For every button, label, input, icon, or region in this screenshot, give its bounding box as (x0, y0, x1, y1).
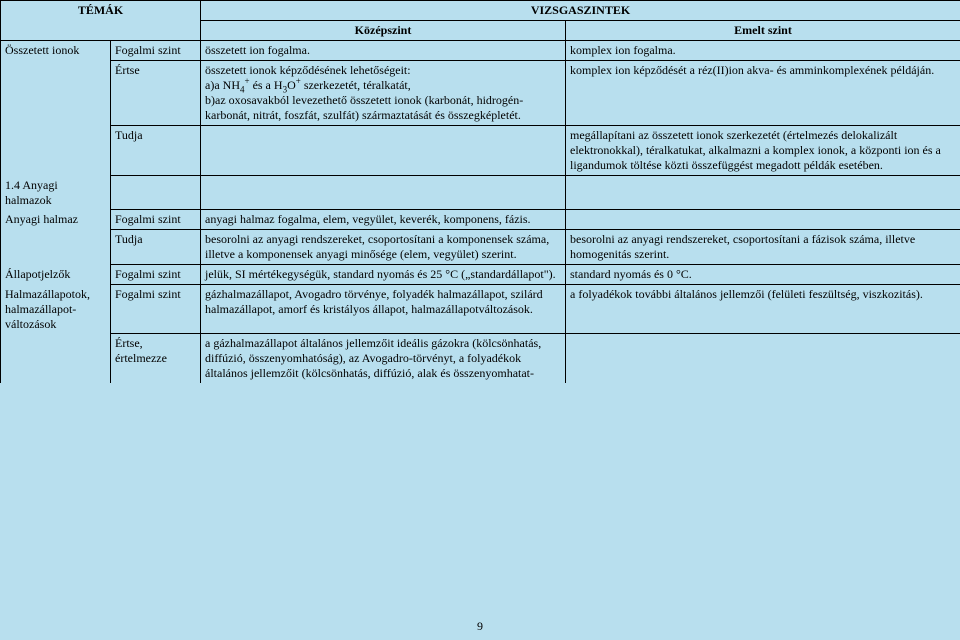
table-row: Anyagi halmaz Fogalmi szint anyagi halma… (1, 210, 960, 230)
table-row: Összetett ionok Fogalmi szint összetett … (1, 41, 960, 61)
cell-emelt: komplex ion képződését a réz(II)ion akva… (566, 61, 960, 126)
cell-topic: Anyagi halmaz (1, 210, 111, 230)
table-row: Tudja besorolni az anyagi rendszereket, … (1, 230, 960, 265)
cell-topic: Állapotjelzők (1, 265, 111, 285)
cell-level: Értse (111, 61, 201, 126)
cell-kozep: besorolni az anyagi rendszereket, csopor… (201, 230, 566, 265)
cell-level: Fogalmi szint (111, 210, 201, 230)
cell-level: Tudja (111, 230, 201, 265)
header-vizsgaszintek: VIZSGASZINTEK (201, 1, 960, 21)
cell-kozep: összetett ion fogalma. (201, 41, 566, 61)
cell-emelt (566, 334, 960, 384)
header-emeltszint: Emelt szint (566, 21, 960, 41)
cell-topic (1, 126, 111, 176)
cell-kozep: anyagi halmaz fogalma, elem, vegyület, k… (201, 210, 566, 230)
cell-topic: Összetett ionok (1, 41, 111, 61)
cell-kozep: összetett ionok képződésének lehetőségei… (201, 61, 566, 126)
cell-topic: 1.4 Anyagi halmazok (1, 176, 111, 210)
cell-emelt (566, 176, 960, 210)
cell-topic: Halmazállapotok, halmazállapot-változáso… (1, 285, 111, 334)
cell-level: Értse, értelmezze (111, 334, 201, 384)
cell-level: Fogalmi szint (111, 285, 201, 334)
table-row: Állapotjelzők Fogalmi szint jelük, SI mé… (1, 265, 960, 285)
cell-topic (1, 61, 111, 126)
cell-kozep: a gázhalmazállapot általános jellemzőit … (201, 334, 566, 384)
cell-emelt: besorolni az anyagi rendszereket, csopor… (566, 230, 960, 265)
table-row: Értse összetett ionok képződésének lehet… (1, 61, 960, 126)
curriculum-table: TÉMÁK VIZSGASZINTEK Középszint Emelt szi… (0, 0, 960, 383)
cell-topic (1, 230, 111, 265)
cell-level: Fogalmi szint (111, 41, 201, 61)
cell-emelt: standard nyomás és 0 °C. (566, 265, 960, 285)
page-number: 9 (0, 619, 960, 634)
cell-emelt: a folyadékok további általános jellemzői… (566, 285, 960, 334)
cell-emelt (566, 210, 960, 230)
cell-kozep (201, 176, 566, 210)
table-row: 1.4 Anyagi halmazok (1, 176, 960, 210)
cell-emelt: megállapítani az összetett ionok szerkez… (566, 126, 960, 176)
cell-level (111, 176, 201, 210)
cell-kozep: jelük, SI mértékegységük, standard nyomá… (201, 265, 566, 285)
table-row: Tudja megállapítani az összetett ionok s… (1, 126, 960, 176)
header-kozepszint: Középszint (201, 21, 566, 41)
header-temak: TÉMÁK (1, 1, 201, 41)
table-row: Értse, értelmezze a gázhalmazállapot ált… (1, 334, 960, 384)
cell-level: Fogalmi szint (111, 265, 201, 285)
header-row-1: TÉMÁK VIZSGASZINTEK (1, 1, 960, 21)
cell-emelt: komplex ion fogalma. (566, 41, 960, 61)
cell-level: Tudja (111, 126, 201, 176)
cell-kozep: gázhalmazállapot, Avogadro törvénye, fol… (201, 285, 566, 334)
cell-topic (1, 334, 111, 384)
table-row: Halmazállapotok, halmazállapot-változáso… (1, 285, 960, 334)
cell-kozep (201, 126, 566, 176)
